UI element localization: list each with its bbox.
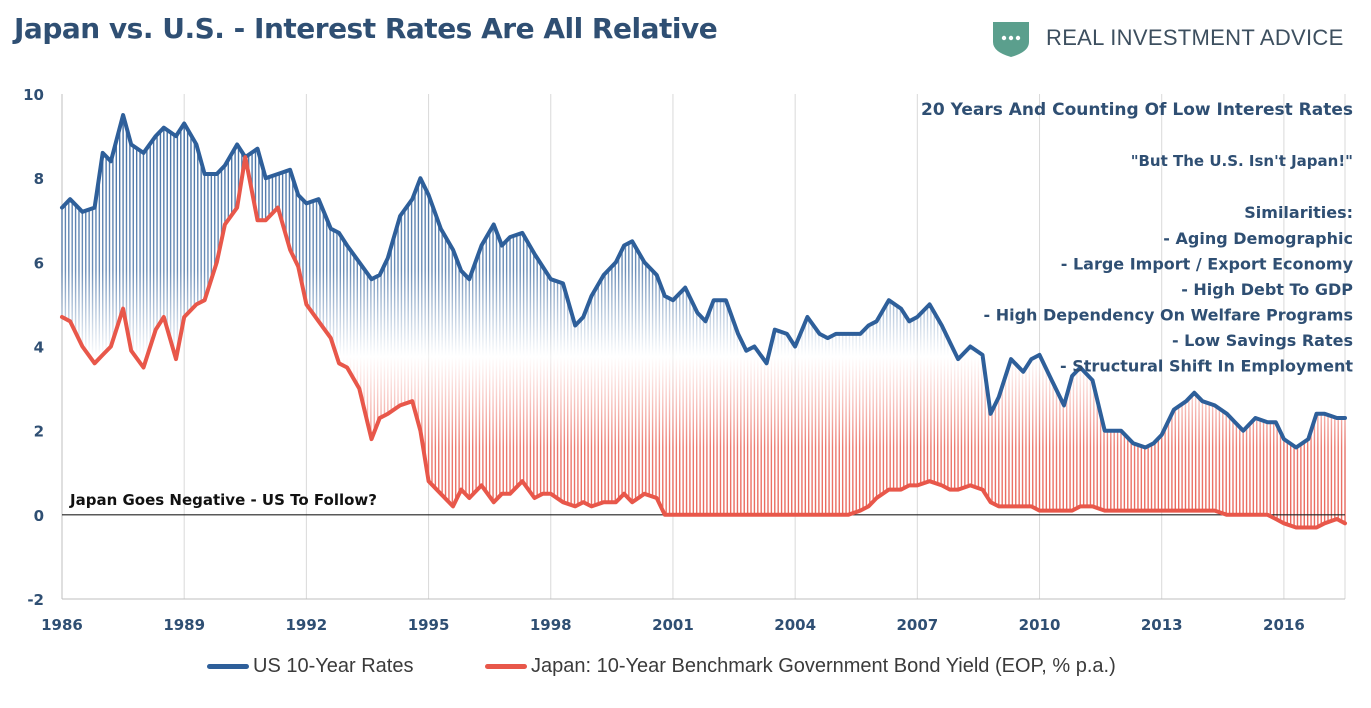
legend-label-us: US 10-Year Rates bbox=[253, 655, 414, 677]
x-tick-label: 1998 bbox=[530, 616, 572, 634]
legend-item-japan: Japan: 10-Year Benchmark Government Bond… bbox=[485, 655, 1116, 678]
x-tick-label: 2016 bbox=[1263, 616, 1305, 634]
series-line-us bbox=[60, 113, 1347, 450]
annotation-similarity-item: - Structural Shift In Employment bbox=[1060, 357, 1353, 376]
annotation-similarity-item: - Large Import / Export Economy bbox=[1061, 255, 1354, 274]
x-tick-label: 1992 bbox=[286, 616, 328, 634]
page-title: Japan vs. U.S. - Interest Rates Are All … bbox=[14, 12, 718, 45]
chart-area: 1986 1989 1992 1995 1998 2001 2004 2007 2010 2013… bbox=[23, 86, 1354, 634]
y-tick-label: 6 bbox=[34, 254, 44, 272]
brand-name-left: REAL INVESTMENT bbox=[1046, 25, 1255, 50]
annotation-similarities-title: Similarities: bbox=[1244, 203, 1353, 222]
x-tick-label: 2004 bbox=[774, 616, 816, 634]
spread-fill bbox=[61, 115, 1346, 528]
annotation-similarity-item: - High Dependency On Welfare Programs bbox=[984, 306, 1354, 325]
y-tick-label: 10 bbox=[23, 86, 44, 104]
x-tick-label: 2013 bbox=[1141, 616, 1183, 634]
annotation-similarity-item: - Low Savings Rates bbox=[1172, 331, 1353, 350]
annotation-similarity-item: - Aging Demographic bbox=[1163, 229, 1353, 248]
y-tick-label: 4 bbox=[34, 339, 44, 357]
annotation-quote: "But The U.S. Isn't Japan!" bbox=[1131, 152, 1353, 170]
legend-swatch-us bbox=[207, 664, 249, 669]
series-line-japan bbox=[60, 155, 1347, 530]
y-tick-label: 0 bbox=[34, 507, 44, 525]
annotation-similarity-item: - High Debt To GDP bbox=[1181, 280, 1353, 299]
x-tick-label: 1995 bbox=[408, 616, 450, 634]
brand-shield-icon bbox=[993, 22, 1029, 57]
annotation-headline: 20 Years And Counting Of Low Interest Ra… bbox=[921, 100, 1353, 120]
x-tick-label: 1986 bbox=[41, 616, 83, 634]
annotation-negative-note: Japan Goes Negative - US To Follow? bbox=[69, 491, 377, 509]
x-tick-label: 1989 bbox=[163, 616, 205, 634]
x-tick-label: 2007 bbox=[896, 616, 938, 634]
x-tick-label: 2001 bbox=[652, 616, 694, 634]
y-tick-label: -2 bbox=[27, 591, 44, 609]
y-tick-label: 8 bbox=[34, 170, 44, 188]
y-tick-label: 2 bbox=[34, 423, 44, 441]
legend-label-japan: Japan: 10-Year Benchmark Government Bond… bbox=[531, 655, 1116, 677]
brand-logo: REAL INVESTMENT ADVICE bbox=[990, 18, 1344, 58]
brand-name-right: ADVICE bbox=[1259, 25, 1344, 50]
x-tick-label: 2010 bbox=[1019, 616, 1061, 634]
brand-name: REAL INVESTMENT ADVICE bbox=[1046, 25, 1344, 51]
chart-legend: US 10-Year Rates Japan: 10-Year Benchmar… bbox=[0, 655, 1371, 685]
legend-item-us: US 10-Year Rates bbox=[207, 655, 413, 678]
legend-swatch-japan bbox=[485, 664, 527, 669]
